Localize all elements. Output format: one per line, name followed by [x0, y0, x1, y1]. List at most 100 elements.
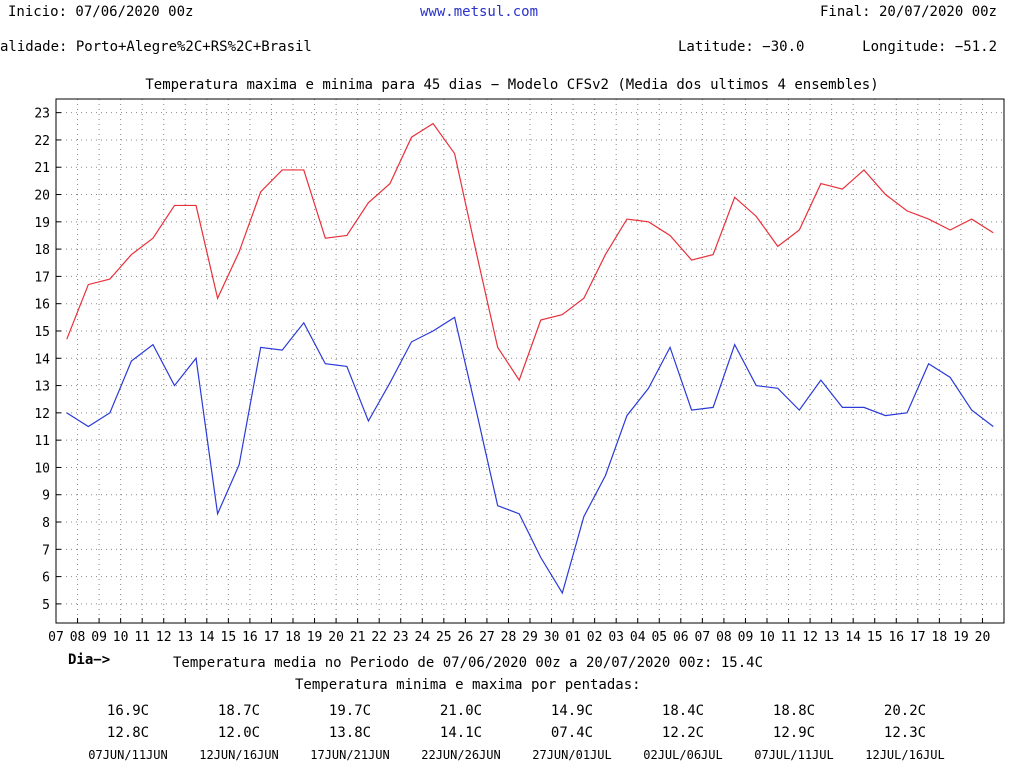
x-tick-label: 27: [479, 630, 495, 645]
temperature-chart: Temperatura maxima e minima para 45 dias…: [34, 77, 1005, 668]
x-tick-label: 12: [802, 630, 818, 645]
x-tick-label: 14: [199, 630, 215, 645]
x-tick-label: 24: [414, 630, 430, 645]
x-tick-label: 07: [695, 630, 711, 645]
site-link[interactable]: www.metsul.com: [420, 4, 539, 20]
x-tick-label: 23: [393, 630, 409, 645]
x-tick-label: 12: [156, 630, 172, 645]
pentad-label: 07JUN/11JUN: [88, 748, 168, 762]
y-tick-label: 15: [34, 325, 50, 340]
y-tick-label: 14: [34, 352, 50, 367]
x-tick-label: 25: [436, 630, 452, 645]
pentads-title: Temperatura minima e maxima por pentadas…: [295, 677, 641, 693]
y-tick-label: 21: [34, 161, 50, 176]
locality: alidade: Porto+Alegre%2C+RS%2C+Brasil: [0, 39, 312, 55]
x-tick-label: 09: [738, 630, 754, 645]
x-tick-label: 11: [781, 630, 797, 645]
pentad-max: 19.7C: [328, 703, 372, 719]
start-date: Inicio: 07/06/2020 00z: [8, 4, 194, 20]
end-date: Final: 20/07/2020 00z: [819, 4, 997, 20]
pentad-min: 13.8C: [328, 725, 372, 741]
x-tick-label: 22: [371, 630, 387, 645]
longitude: Longitude: −51.2: [862, 39, 997, 55]
y-tick-label: 19: [34, 216, 50, 231]
pentad-column: 16.9C 12.8C 07JUN/11JUN: [68, 703, 188, 763]
pentad-column: 18.7C 12.0C 12JUN/16JUN: [179, 703, 299, 763]
y-tick-label: 18: [34, 243, 50, 258]
pentad-column: 18.8C 12.9C 07JUL/11JUL: [734, 703, 854, 763]
pentad-min: 12.3C: [883, 725, 927, 741]
latitude: Latitude: −30.0: [678, 39, 805, 55]
x-tick-label: 20: [975, 630, 991, 645]
pentad-column: 18.4C 12.2C 02JUL/06JUL: [623, 703, 743, 763]
x-tick-label: 26: [458, 630, 474, 645]
pentad-label: 12JUN/16JUN: [199, 748, 279, 762]
y-tick-label: 10: [34, 461, 50, 476]
y-tick-label: 6: [42, 571, 50, 586]
x-tick-label: 16: [242, 630, 258, 645]
x-tick-label: 08: [70, 630, 86, 645]
x-tick-label: 13: [824, 630, 840, 645]
series: [66, 122, 994, 595]
pentad-max: 20.2C: [883, 703, 927, 719]
pentad-min: 14.1C: [439, 725, 483, 741]
pentad-min: 12.0C: [217, 725, 261, 741]
x-tick-label: 11: [134, 630, 150, 645]
pentad-column: 20.2C 12.3C 12JUL/16JUL: [845, 703, 965, 763]
x-tick-label: 29: [522, 630, 538, 645]
y-tick-label: 23: [34, 107, 50, 122]
x-tick-label: 17: [264, 630, 280, 645]
x-tick-label: 08: [716, 630, 732, 645]
pentad-label: 12JUL/16JUL: [865, 748, 945, 762]
x-tick-label: 10: [113, 630, 129, 645]
x-tick-label: 01: [565, 630, 581, 645]
x-tick-label: 19: [307, 630, 323, 645]
pentad-max: 18.8C: [772, 703, 816, 719]
x-tick-label: 16: [888, 630, 904, 645]
pentad-label: 17JUN/21JUN: [310, 748, 390, 762]
pentad-min: 12.8C: [106, 725, 150, 741]
x-tick-label: 18: [932, 630, 948, 645]
y-tick-label: 13: [34, 380, 50, 395]
pentad-label: 02JUL/06JUL: [643, 748, 723, 762]
x-tick-label: 07: [48, 630, 64, 645]
y-tick-label: 20: [34, 189, 50, 204]
pentad-min: 12.2C: [661, 725, 705, 741]
x-tick-label: 09: [91, 630, 107, 645]
x-tick-label: 18: [285, 630, 301, 645]
x-tick-label: 28: [501, 630, 517, 645]
pentad-label: 07JUL/11JUL: [754, 748, 834, 762]
pentad-max: 18.7C: [217, 703, 261, 719]
max-temperature-line: [66, 122, 994, 382]
x-tick-label: 20: [328, 630, 344, 645]
pentad-column: 21.0C 14.1C 22JUN/26JUN: [401, 703, 521, 763]
y-tick-label: 8: [42, 516, 50, 531]
x-tick-label: 06: [673, 630, 689, 645]
y-tick-label: 7: [42, 543, 50, 558]
x-tick-label: 19: [953, 630, 969, 645]
x-tick-label: 21: [350, 630, 366, 645]
chart-title: Temperatura maxima e minima para 45 dias…: [145, 77, 878, 93]
axis-ticks: 07 08 09 10 11 12 13 14 15 16 17 18 19 20 21 22 23 24 25 26…: [34, 107, 990, 645]
x-tick-label: 04: [630, 630, 646, 645]
y-tick-label: 16: [34, 298, 50, 313]
pentad-max: 18.4C: [661, 703, 705, 719]
min-temperature-line: [66, 316, 994, 595]
x-tick-label: 14: [845, 630, 861, 645]
mean-temperature: Temperatura media no Periodo de 07/06/20…: [173, 655, 764, 671]
y-tick-label: 9: [42, 489, 50, 504]
x-tick-label: 03: [608, 630, 624, 645]
y-tick-label: 17: [34, 270, 50, 285]
x-axis-label: Dia−>: [68, 652, 110, 668]
grid: [56, 99, 1004, 623]
x-tick-label: 05: [651, 630, 667, 645]
pentad-min: 07.4C: [550, 725, 594, 741]
y-tick-label: 22: [34, 134, 50, 149]
pentad-max: 21.0C: [439, 703, 483, 719]
pentad-max: 14.9C: [550, 703, 594, 719]
y-tick-label: 11: [34, 434, 50, 449]
pentad-min: 12.9C: [772, 725, 816, 741]
pentad-label: 22JUN/26JUN: [421, 748, 501, 762]
pentad-column: 14.9C 07.4C 27JUN/01JUL: [512, 703, 632, 763]
x-tick-label: 17: [910, 630, 926, 645]
